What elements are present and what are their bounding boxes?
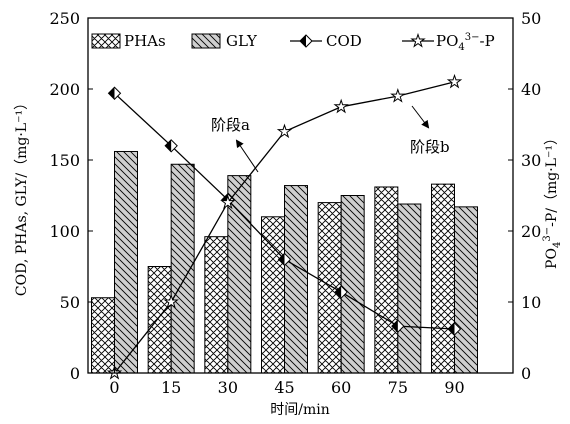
left-tick-label-150: 150 [49, 151, 80, 170]
left-tick-label-100: 100 [49, 222, 80, 241]
annotation-stage-b-arrow [411, 105, 430, 129]
legend-label-cod: COD [326, 32, 362, 50]
bar-phas-60 [317, 202, 342, 374]
point-po4-p-60 [333, 98, 349, 114]
bar-gly-60 [340, 195, 365, 374]
point-cod-75 [391, 319, 405, 333]
bar-phas-90 [431, 183, 455, 374]
bar-phas-75 [374, 186, 399, 374]
right-tick-label-20: 20 [521, 222, 541, 241]
half-diamond-icon [299, 34, 313, 48]
right-tick-label-10: 10 [521, 293, 541, 312]
point-cod-45 [277, 252, 292, 267]
x-tick-label-30: 30 [218, 378, 238, 397]
x-tick-label-0: 0 [109, 378, 119, 397]
bar-phas-15 [147, 266, 172, 374]
annotation-stage-a: 阶段a [211, 116, 259, 173]
bar-phas-45 [261, 216, 285, 374]
legend: PHAs GLY COD PO43−-P [91, 32, 495, 53]
right-tick-label-30: 30 [521, 151, 541, 170]
left-tick-label-200: 200 [49, 80, 80, 99]
left-axis: 0 50 100 150 200 250 [49, 9, 93, 383]
x-tick-label-15: 15 [161, 378, 181, 397]
left-tick-label-50: 50 [60, 293, 80, 312]
y2-axis-title: PO43−-P/（mg·L⁻¹） [542, 131, 563, 269]
legend-label-po4: PO43−-P [436, 32, 495, 53]
x-tick-label-45: 45 [274, 378, 294, 397]
legend-item-gly: GLY [191, 32, 258, 50]
bar-gly-75 [397, 203, 422, 374]
point-cod-0 [107, 86, 122, 100]
point-cod-15 [164, 139, 178, 153]
star-icon [410, 32, 426, 48]
bar-gly-45 [284, 185, 308, 374]
bar-gly-90 [454, 206, 478, 374]
legend-item-po4: PO43−-P [402, 32, 495, 53]
x-tick-label-90: 90 [444, 378, 464, 397]
annotation-stage-b-label: 阶段b [410, 138, 450, 156]
legend-item-phas: PHAs [91, 32, 166, 50]
legend-item-cod: COD [290, 32, 362, 50]
legend-swatch-phas [91, 33, 121, 49]
right-tick-label-50: 50 [521, 9, 541, 28]
legend-swatch-gly [191, 33, 221, 49]
point-po4-p-45 [276, 123, 293, 139]
annotation-stage-a-label: 阶段a [211, 116, 250, 134]
point-cod-90 [447, 322, 462, 336]
x-axis-title: 时间/min [270, 402, 330, 418]
left-tick-label-0: 0 [70, 364, 80, 383]
x-axis: 0 15 30 45 60 75 90 [109, 368, 465, 397]
plot-frame [87, 17, 514, 374]
right-axis: 0 10 20 30 40 50 [508, 9, 541, 383]
annotation-stage-b: 阶段b [410, 105, 450, 156]
point-cod-60 [334, 285, 348, 299]
legend-label-gly: GLY [226, 32, 258, 50]
annotation-stage-a-arrow [235, 139, 259, 173]
x-tick-label-60: 60 [331, 378, 351, 397]
point-po4-p-90 [446, 73, 463, 89]
bar-phas-30 [204, 236, 229, 374]
point-po4-p-15 [163, 293, 179, 309]
right-tick-label-0: 0 [521, 364, 531, 383]
right-tick-label-40: 40 [521, 80, 541, 99]
lines-layer [106, 73, 463, 380]
bar-phas-0 [91, 297, 115, 374]
x-tick-label-75: 75 [388, 378, 408, 397]
bar-gly-0 [114, 150, 138, 374]
left-tick-label-250: 250 [49, 9, 80, 28]
legend-label-phas: PHAs [124, 32, 166, 50]
point-po4-p-75 [390, 88, 406, 103]
point-po4-p-30 [220, 194, 236, 210]
y-axis-title: COD, PHAs, GLY/（mg·L⁻¹） [14, 96, 30, 296]
